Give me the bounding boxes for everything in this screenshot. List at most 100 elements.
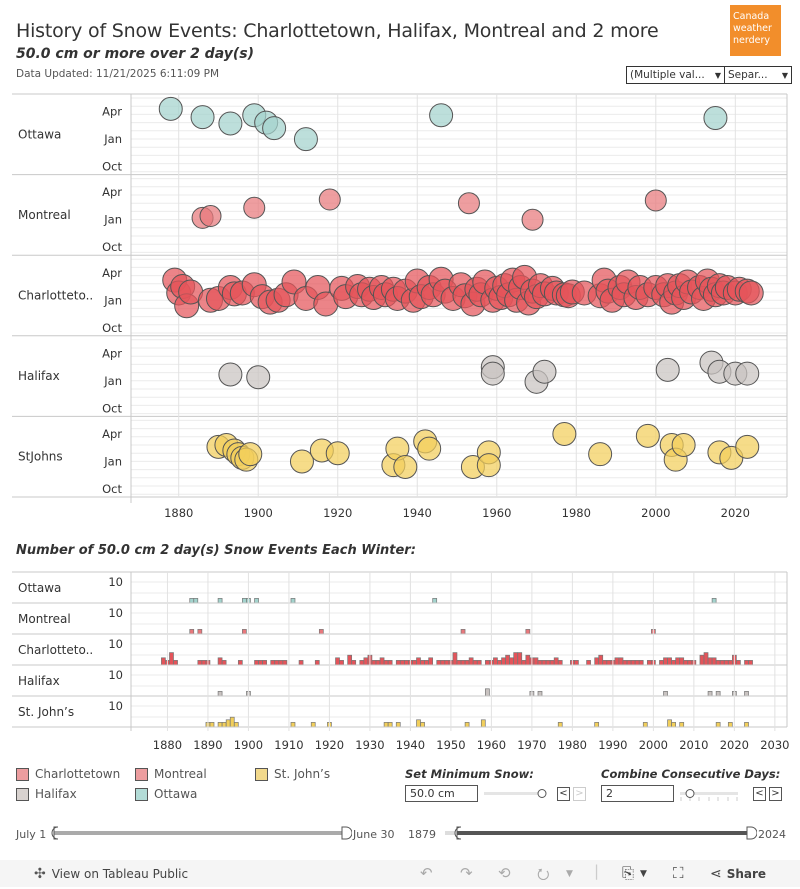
y-tick-label: Jan (103, 455, 122, 469)
legend-item-st-johns[interactable]: St. John’s (255, 767, 330, 781)
y-tick-label: 10 (108, 606, 123, 620)
bar (614, 657, 620, 666)
event-point (199, 205, 222, 228)
row-label: Halifax (18, 674, 60, 688)
bar (339, 660, 344, 666)
layout-filter-dropdown[interactable]: Separ... ▼ (724, 66, 792, 84)
bar (254, 660, 259, 666)
bar (436, 660, 442, 666)
event-point (480, 361, 505, 386)
bar (574, 660, 579, 666)
download-icon[interactable]: ⎘ (622, 864, 635, 882)
range-end-handle[interactable] (341, 826, 352, 840)
station-filter-value: (Multiple val... (630, 69, 705, 81)
bar (197, 660, 203, 666)
chevron-down-icon[interactable]: ▼ (640, 869, 647, 879)
chevron-down-icon[interactable]: ▼ (566, 869, 573, 879)
bar (715, 660, 721, 666)
bar (509, 657, 514, 666)
view-on-tableau-public-link[interactable]: ✣ View on Tableau Public (34, 866, 188, 882)
bar (233, 722, 239, 728)
consecutive-days-prev-button[interactable]: < (753, 787, 766, 801)
event-point (532, 359, 557, 384)
bar (497, 660, 502, 666)
consecutive-days-next-button[interactable]: > (769, 787, 782, 801)
bar (505, 654, 510, 666)
legend-item-charlottetown[interactable]: Charlottetown (16, 767, 120, 781)
event-point (218, 362, 243, 387)
fullscreen-icon[interactable]: ⛶ (673, 864, 684, 882)
x-tick-label: 1950 (436, 738, 465, 752)
share-icon: ⋖ (710, 866, 722, 882)
undo-icon[interactable]: ↶ (420, 864, 433, 882)
date-range-slider[interactable] (50, 826, 352, 840)
legend-item-ottawa[interactable]: Ottawa (135, 787, 197, 801)
legend-item-montreal[interactable]: Montreal (135, 767, 207, 781)
bar (606, 660, 612, 666)
bar (667, 719, 672, 728)
min-snow-slider[interactable] (484, 787, 548, 801)
bar (440, 660, 446, 666)
row-label: Montreal (18, 612, 71, 626)
min-snow-label: Set Minimum Snow: (405, 767, 534, 781)
bar (707, 691, 713, 697)
bar (699, 654, 705, 666)
date-range-end-label: June 30 (353, 828, 395, 841)
bar (630, 660, 636, 666)
x-tick-label: 1940 (403, 506, 432, 520)
range-start-handle[interactable] (454, 826, 462, 840)
bar (537, 660, 543, 666)
consecutive-days-input[interactable]: 2 (601, 785, 674, 802)
event-point (635, 423, 660, 448)
bar (420, 660, 425, 666)
min-snow-next-button[interactable]: > (573, 787, 586, 801)
min-snow-input[interactable]: 50.0 cm (405, 785, 478, 802)
refresh-icon[interactable]: ⭮ (537, 865, 550, 883)
range-end-handle[interactable] (746, 826, 757, 840)
legend-swatch (135, 787, 148, 801)
consecutive-days-slider[interactable] (680, 787, 742, 803)
slider-handle[interactable] (537, 789, 547, 798)
year-range-slider[interactable] (445, 826, 757, 840)
share-button[interactable]: ⋖ Share (710, 866, 766, 882)
event-point (318, 188, 341, 211)
bar (298, 660, 304, 666)
bar (744, 660, 749, 666)
bar (646, 660, 652, 666)
bar (541, 660, 547, 666)
min-snow-prev-button[interactable]: < (557, 787, 570, 801)
legend-label: Montreal (154, 767, 207, 781)
bar (736, 660, 741, 666)
bar (634, 660, 640, 666)
y-tick-label: 10 (108, 637, 123, 651)
redo-icon[interactable]: ↷ (460, 864, 473, 882)
x-tick-label: 1930 (355, 738, 384, 752)
station-filter-dropdown[interactable]: (Multiple val... ▼ (626, 66, 725, 84)
bar (707, 657, 713, 666)
bar (545, 660, 551, 666)
event-point (671, 433, 696, 457)
event-point (262, 116, 287, 141)
range-start-handle[interactable] (51, 826, 59, 840)
bar (424, 660, 429, 666)
legend-label: St. John’s (274, 767, 331, 781)
x-tick-label: 1910 (274, 738, 303, 752)
tableau-toolbar: ✣ View on Tableau Public ↶ ↷ ⟲ ⭮ ▼ | ⎘ ▼… (0, 860, 800, 887)
bar (237, 660, 243, 666)
x-tick-label: 1970 (517, 738, 546, 752)
revert-icon[interactable]: ⟲ (498, 864, 511, 882)
date-range-start-label: July 1 (16, 828, 47, 841)
bar (525, 654, 531, 666)
bar (711, 598, 717, 604)
x-tick-label: 2000 (641, 506, 670, 520)
bar (161, 657, 166, 666)
canada-weather-nerdery-logo[interactable]: Canada weather nerdery (730, 5, 781, 56)
bar (659, 660, 664, 666)
bar (622, 660, 628, 666)
y-tick-label: Apr (102, 185, 122, 199)
bar (221, 722, 227, 728)
bar (723, 660, 729, 666)
bar (310, 722, 316, 728)
legend-item-halifax[interactable]: Halifax (16, 787, 77, 801)
slider-handle[interactable] (685, 789, 695, 798)
